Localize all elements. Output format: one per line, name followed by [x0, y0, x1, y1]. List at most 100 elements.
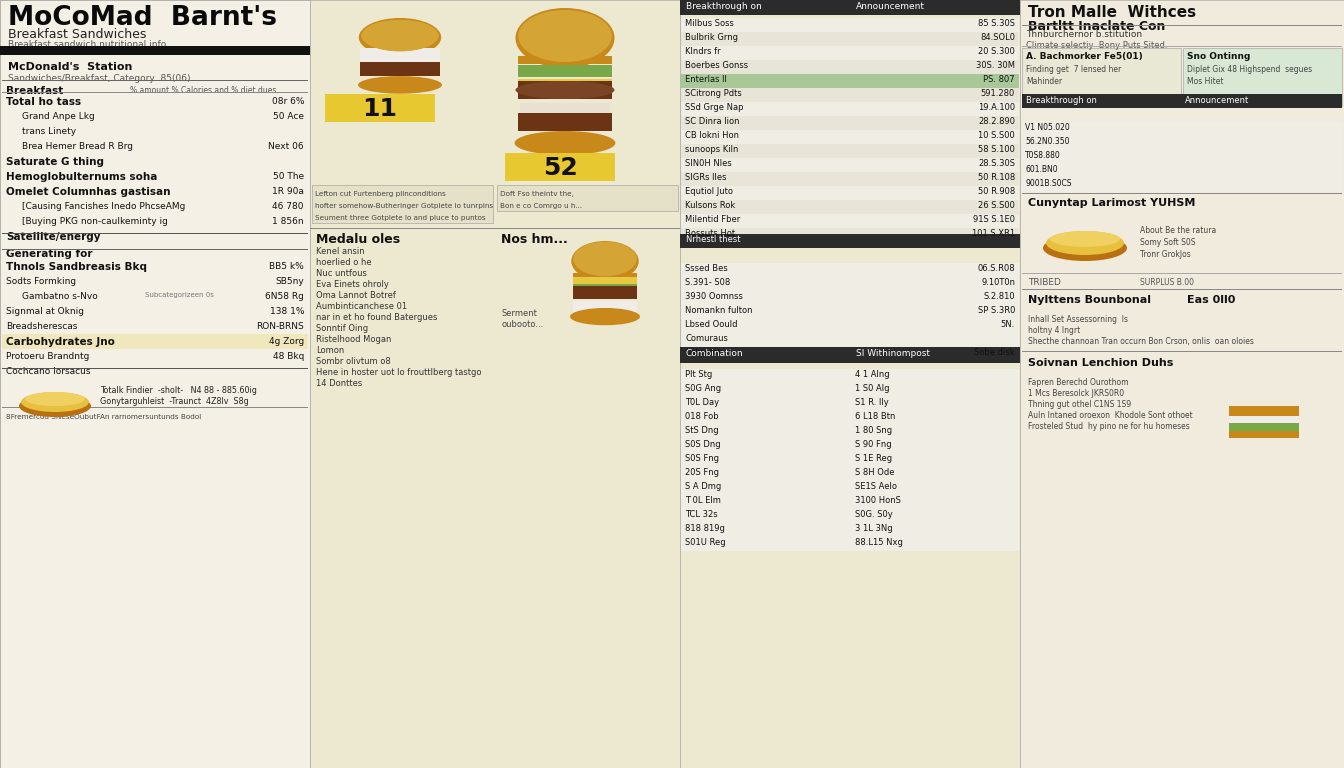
Bar [681, 46, 1019, 60]
Bar [1228, 416, 1300, 423]
Text: About Be the ratura: About Be the ratura [1140, 226, 1216, 235]
Bar [0, 0, 310, 768]
Text: Doft Fso theintv the,: Doft Fso theintv the, [500, 191, 574, 197]
Ellipse shape [515, 131, 616, 155]
Text: SE1S Aelo: SE1S Aelo [855, 482, 896, 491]
Text: oubooto...: oubooto... [501, 320, 543, 329]
Bar [680, 347, 1020, 363]
Bar [681, 130, 1019, 144]
Bar [312, 185, 493, 223]
Bar [681, 523, 1019, 537]
Text: Milentid Fber: Milentid Fber [685, 215, 741, 224]
Text: SCitrong Pdts: SCitrong Pdts [685, 89, 742, 98]
Text: Breakthrough on: Breakthrough on [1025, 96, 1097, 105]
Ellipse shape [1046, 231, 1124, 255]
Bar [681, 277, 1019, 291]
Text: Comuraus: Comuraus [685, 334, 728, 343]
Bar [1, 187, 308, 201]
Bar [1021, 273, 1343, 274]
Text: Announcement: Announcement [856, 2, 925, 11]
Bar [681, 495, 1019, 509]
Text: 1 Mcs Beresolck JKRS0R0: 1 Mcs Beresolck JKRS0R0 [1028, 389, 1124, 398]
Text: Mahinder: Mahinder [1025, 77, 1062, 86]
Text: Kulsons Rok: Kulsons Rok [685, 201, 735, 210]
Text: 85 S.30S: 85 S.30S [978, 19, 1015, 28]
Text: Grand Anpe Lkg: Grand Anpe Lkg [22, 112, 94, 121]
Text: McDonald's  Station: McDonald's Station [8, 62, 132, 72]
Bar [519, 67, 612, 72]
Bar [1, 172, 308, 186]
Text: Soivnan Lenchion Duhs: Soivnan Lenchion Duhs [1028, 358, 1173, 368]
Bar [681, 200, 1019, 214]
Text: Eas 0ll0: Eas 0ll0 [1187, 295, 1235, 305]
Ellipse shape [574, 242, 637, 276]
Bar [505, 153, 616, 181]
Bar [681, 537, 1019, 551]
Text: Ristelhood Mogan: Ristelhood Mogan [316, 335, 391, 344]
Ellipse shape [359, 18, 441, 57]
Ellipse shape [571, 241, 638, 281]
Text: Aumbinticanchese 01: Aumbinticanchese 01 [316, 302, 407, 311]
Ellipse shape [19, 395, 91, 417]
Text: 4g Zorg: 4g Zorg [269, 337, 304, 346]
Bar [681, 88, 1019, 102]
Text: Mos Hitet: Mos Hitet [1187, 77, 1223, 86]
Text: 08r 6%: 08r 6% [271, 97, 304, 106]
Text: Finding get  7 lensed her: Finding get 7 lensed her [1025, 65, 1121, 74]
Text: Satellite/energy: Satellite/energy [5, 232, 101, 242]
Text: Boerbes Gonss: Boerbes Gonss [685, 61, 749, 70]
Bar [360, 62, 439, 76]
Text: Breakfast sandwich nutritional info: Breakfast sandwich nutritional info [8, 40, 167, 49]
Text: BB5 k%: BB5 k% [269, 262, 304, 271]
Text: 5N.: 5N. [1001, 320, 1015, 329]
Text: S 8H Ode: S 8H Ode [855, 468, 895, 477]
Bar [681, 397, 1019, 411]
Bar [1, 97, 308, 111]
Text: Totalk Findier  -sholt-   N4 88 - 885.60ig: Totalk Findier -sholt- N4 88 - 885.60ig [99, 386, 257, 395]
Bar [360, 48, 439, 55]
Bar [573, 302, 637, 312]
Text: RON-BRNS: RON-BRNS [257, 322, 304, 331]
Text: 50 R.108: 50 R.108 [977, 173, 1015, 182]
Text: 018 Fob: 018 Fob [685, 412, 719, 421]
Text: Thning gut othel C1NS 1S9: Thning gut othel C1NS 1S9 [1028, 400, 1132, 409]
Text: Nuc untfous: Nuc untfous [316, 269, 367, 278]
Bar [681, 305, 1019, 319]
Bar [681, 333, 1019, 347]
Ellipse shape [519, 10, 612, 62]
Ellipse shape [1050, 231, 1120, 247]
Text: hoerlied o he: hoerlied o he [316, 258, 372, 267]
Text: 10 S.S00: 10 S.S00 [978, 131, 1015, 140]
Bar [1, 112, 308, 126]
Text: Lefton cut Furtenberg plinconditions: Lefton cut Furtenberg plinconditions [314, 191, 446, 197]
Text: Breakfast: Breakfast [5, 86, 63, 96]
Text: CB lokni Hon: CB lokni Hon [685, 131, 739, 140]
Text: Frosteled Stud  hy pino ne for hu homeses: Frosteled Stud hy pino ne for hu homeses [1028, 422, 1189, 431]
Text: 6 L18 Btn: 6 L18 Btn [855, 412, 895, 421]
Text: 50 R.908: 50 R.908 [977, 187, 1015, 196]
Bar [681, 263, 1019, 277]
Text: Gambatno s-Nvo: Gambatno s-Nvo [22, 292, 98, 301]
Text: hofter somehow-Butheringer Gotplete lo tunrpins: hofter somehow-Butheringer Gotplete lo t… [314, 203, 493, 209]
Bar [1, 142, 308, 156]
Text: Hemoglobulternums soha: Hemoglobulternums soha [5, 172, 157, 182]
Text: 1R 90a: 1R 90a [271, 187, 304, 196]
Text: 14 Donttes: 14 Donttes [316, 379, 363, 388]
Bar [1021, 94, 1343, 108]
Bar [680, 0, 1020, 768]
Text: trans Linety: trans Linety [22, 127, 77, 136]
Bar [1, 80, 308, 81]
Text: Equtiol Juto: Equtiol Juto [685, 187, 732, 196]
Bar [519, 79, 612, 89]
Text: Medalu oles: Medalu oles [316, 233, 401, 246]
Text: Carbohydrates Jno: Carbohydrates Jno [5, 337, 114, 347]
Text: S01U Reg: S01U Reg [685, 538, 726, 547]
Text: Somy Soft S0S: Somy Soft S0S [1140, 238, 1196, 247]
Text: Bon e co Comrgo u h...: Bon e co Comrgo u h... [500, 203, 582, 209]
Text: StS Dng: StS Dng [685, 426, 719, 435]
Bar [680, 246, 1020, 247]
Text: 46 780: 46 780 [273, 202, 304, 211]
Text: 50 The: 50 The [273, 172, 304, 181]
Text: 28.2.890: 28.2.890 [978, 117, 1015, 126]
Bar [681, 102, 1019, 116]
